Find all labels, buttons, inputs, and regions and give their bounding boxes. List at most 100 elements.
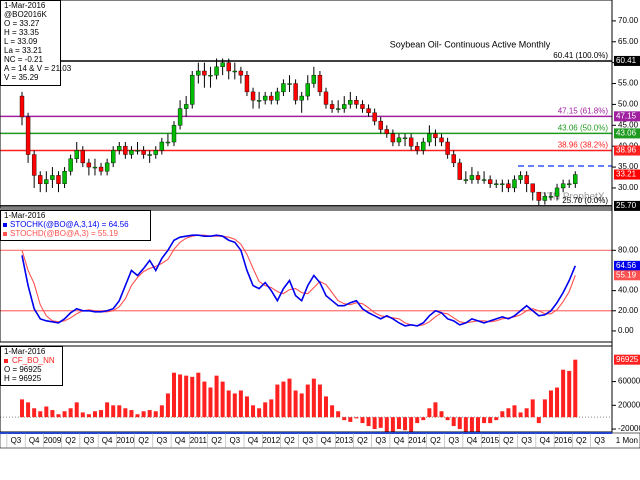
bar (80, 412, 85, 418)
bar (281, 381, 286, 418)
y-tick-label: 55.00 (618, 79, 639, 88)
bar (457, 417, 462, 430)
bar (190, 376, 195, 418)
bar (530, 399, 535, 418)
candle-body (190, 74, 195, 105)
bar (311, 378, 316, 418)
candle-body (390, 133, 396, 143)
x-tick-label: 2016 (554, 436, 572, 445)
candle-body (299, 95, 304, 101)
candle-body (256, 100, 262, 102)
candle-body (62, 171, 67, 184)
candle-body (317, 74, 323, 93)
candle-body (263, 95, 268, 101)
bar (165, 393, 170, 418)
level-label: 43.06 (50.0%) (558, 124, 609, 133)
x-tick-label: Q3 (84, 436, 95, 445)
bar (317, 384, 322, 418)
candle-body (38, 175, 43, 184)
x-tick-label: 2009 (44, 436, 62, 445)
x-tick-label: Q3 (157, 436, 168, 445)
bar (232, 393, 237, 418)
bar (324, 396, 328, 418)
candle-body (335, 108, 341, 110)
bar (196, 372, 201, 418)
candle-body (177, 108, 183, 126)
candle-body (129, 150, 134, 155)
x-tick-label: 2011 (190, 436, 208, 445)
info-text: O = 96925 (4, 365, 42, 374)
y-tick-label: 20000 (618, 400, 640, 409)
bar (348, 417, 353, 422)
info-text: O = 33.27 (4, 19, 40, 28)
candle-body (159, 141, 165, 151)
candle-body (68, 158, 73, 172)
legend-swatch (3, 232, 7, 236)
candle-body (123, 145, 128, 155)
candle-body (220, 62, 225, 68)
candle-body (250, 91, 256, 101)
bar (567, 370, 572, 418)
candle-body (408, 137, 414, 147)
candle-body (311, 74, 317, 84)
bar (244, 396, 249, 418)
bar (38, 411, 43, 418)
level-axis-label-box (614, 200, 640, 211)
bar (330, 405, 335, 418)
level-axis-label: 43.06 (616, 129, 637, 138)
bar (536, 417, 541, 424)
candle-body (208, 74, 213, 77)
info-text: @BO2016K (4, 10, 47, 19)
bar (56, 414, 61, 418)
chart-title: Soybean Oil- Continuous Active Monthly (390, 39, 551, 49)
y-tick-label: 45.00 (618, 120, 639, 129)
bar (360, 417, 365, 424)
info-box (0, 346, 63, 386)
candle-body (524, 175, 529, 184)
last-close-label-box (614, 169, 640, 180)
last-value-label-box (614, 260, 640, 271)
x-tick-label: Q4 (540, 436, 551, 445)
bar (378, 417, 383, 428)
bar (524, 408, 529, 418)
bar (354, 417, 359, 419)
candle-body (171, 125, 177, 143)
bar (548, 390, 553, 418)
bar (62, 411, 67, 418)
bar (390, 417, 395, 435)
bar (433, 402, 438, 418)
info-text: H = 96925 (4, 374, 42, 383)
bar (555, 387, 560, 418)
bar (135, 414, 140, 418)
bar (336, 411, 341, 418)
candle-body (457, 162, 462, 180)
bar (263, 402, 268, 418)
candle-body (269, 95, 274, 101)
x-tick-label: Q4 (102, 436, 113, 445)
x-tick-label: Q4 (321, 436, 332, 445)
bar (427, 408, 432, 418)
candle-body (433, 133, 438, 139)
x-tick-label: 2013 (335, 436, 353, 445)
bar (92, 411, 97, 418)
level-label: 38.96 (38.2%) (558, 141, 609, 150)
info-text: V = 35.29 (4, 73, 39, 82)
candle-body (396, 137, 402, 143)
candle-body (329, 104, 335, 109)
y-tick-label: 40.00 (618, 286, 639, 295)
legend-entry: STOCHD(@BO@A,3) = 55.19 (10, 229, 118, 238)
candle-body (214, 66, 219, 76)
level-label: 25.70 (0.0%) (562, 196, 608, 205)
candle-body (104, 162, 110, 172)
candle-body (202, 70, 207, 76)
bar (117, 405, 122, 418)
candle-body (439, 137, 444, 143)
y-tick-label: 60000 (618, 377, 640, 386)
candle-body (372, 112, 377, 122)
bar (111, 405, 116, 418)
candle-body (25, 116, 31, 155)
last-value-label: 96925 (616, 355, 639, 364)
bar (141, 411, 146, 418)
legend-entry: CF_BO_NN (12, 356, 55, 365)
bar (105, 402, 110, 418)
